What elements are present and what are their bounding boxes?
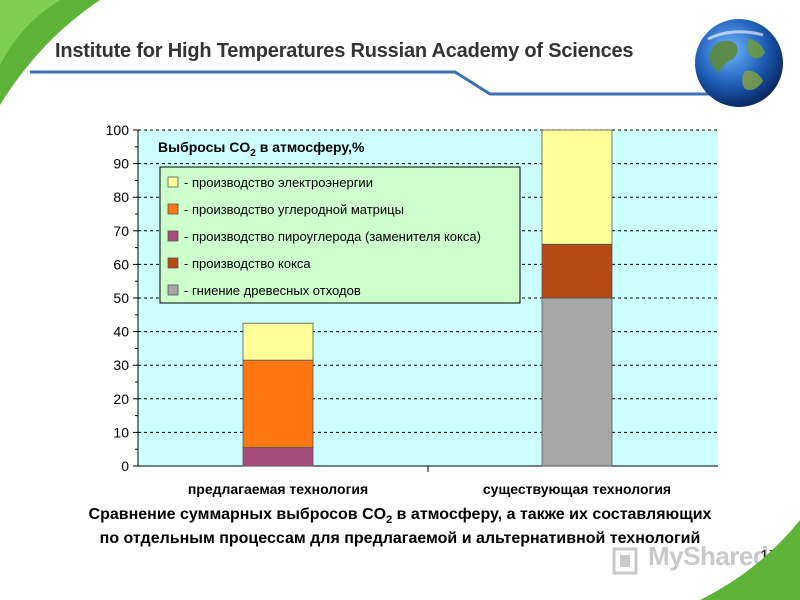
bar-segment [242, 322, 314, 361]
legend-swatch [167, 203, 179, 215]
legend-label: - производство пироуглерода (заменителя … [184, 229, 481, 244]
legend-swatch [167, 230, 179, 242]
y-tick-label: 50 [113, 290, 129, 306]
y-tick-label: 20 [113, 391, 129, 407]
legend-swatch [167, 176, 179, 188]
bar-segment [541, 297, 613, 467]
bar-segment [541, 129, 613, 245]
watermark-text: MyShared [648, 541, 769, 571]
y-tick-label: 10 [113, 424, 129, 440]
legend-box [159, 166, 521, 304]
y-tick-label: 40 [113, 324, 129, 340]
stacked-bar-chart: 0 10 20 30 40 50 60 70 80 90 100 предлагаемая техно… [106, 122, 718, 497]
x-category-label: существующая технология [483, 481, 671, 497]
corner-decoration [0, 0, 100, 105]
legend-label: - производство кокса [184, 256, 311, 271]
legend-label: - производство углеродной матрицы [184, 202, 404, 217]
legend-label: - гниение древесных отходов [184, 283, 361, 298]
y-tick-label: 60 [113, 256, 129, 272]
y-tick-label: 80 [113, 189, 129, 205]
globe-icon [695, 19, 783, 107]
legend-swatch [167, 284, 179, 296]
y-tick-label: 30 [113, 357, 129, 373]
watermark-logo-icon [612, 547, 638, 575]
bar-segment [242, 359, 314, 448]
header-title: Institute for High Temperatures Russian … [55, 40, 634, 62]
slide-number: 17 [760, 548, 778, 565]
chart-title: Выбросы CO2 в атмосферу,% [158, 139, 365, 159]
y-tick-label: 0 [121, 458, 129, 474]
bar-segment [242, 447, 314, 467]
x-category-label: предлагаемая технология [188, 481, 368, 497]
legend-label: - производство электроэнергии [184, 175, 373, 190]
y-tick-label: 100 [106, 122, 130, 138]
caption-line-2: по отдельным процессам для предлагаемой … [99, 530, 701, 547]
legend-swatch [167, 257, 179, 269]
bar-segment [541, 243, 613, 299]
y-tick-label: 90 [113, 156, 129, 172]
header-rule [30, 70, 720, 96]
caption-line-1: Сравнение суммарных выбросов CO2 в атмос… [88, 506, 712, 527]
y-tick-label: 70 [113, 223, 129, 239]
